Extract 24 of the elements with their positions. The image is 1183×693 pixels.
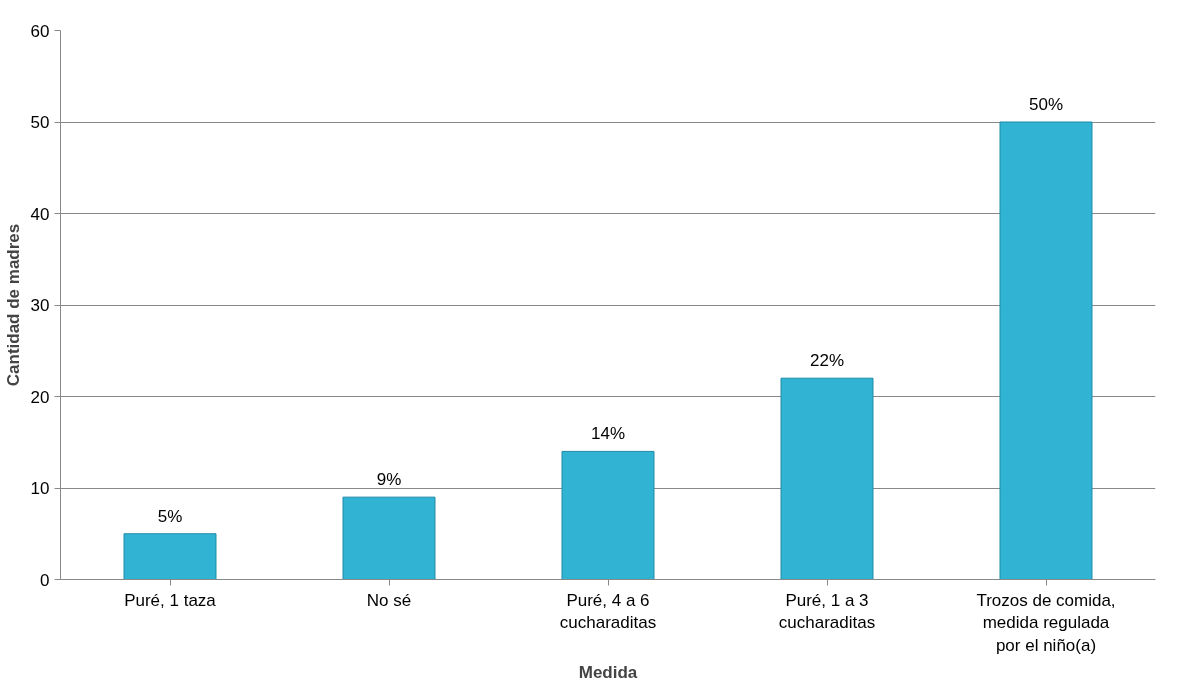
x-tick-label: Trozos de comida, medida regulada por el niño(a) [976, 590, 1116, 656]
y-tick-label: 0 [40, 570, 50, 590]
x-tick-label: Puré, 1 taza [124, 590, 217, 610]
y-tick-label: 40 [30, 204, 50, 224]
data-label: 14% [590, 424, 626, 444]
y-tick-label: 20 [30, 387, 50, 407]
data-label: 50% [1028, 95, 1064, 114]
bar [999, 121, 1093, 580]
data-label: 5% [157, 506, 183, 526]
bar [780, 377, 874, 580]
data-label: 22% [809, 351, 845, 371]
bar [123, 533, 217, 580]
x-axis-title: Medida [578, 663, 638, 683]
x-tick-label: Puré, 1 a 3 cucharaditas [778, 590, 876, 633]
x-tick-label: No sé [366, 590, 412, 610]
y-tick-label: 50 [30, 113, 50, 132]
bar [342, 496, 436, 580]
y-tick-label: 60 [30, 21, 50, 41]
x-tick-label: Puré, 4 a 6 cucharaditas [559, 590, 657, 633]
y-tick-label: 30 [30, 296, 50, 315]
data-label: 9% [376, 470, 402, 490]
bar [561, 450, 655, 580]
y-tick-label: 10 [30, 479, 50, 498]
y-axis-title: Cantidad de madres [3, 223, 23, 387]
